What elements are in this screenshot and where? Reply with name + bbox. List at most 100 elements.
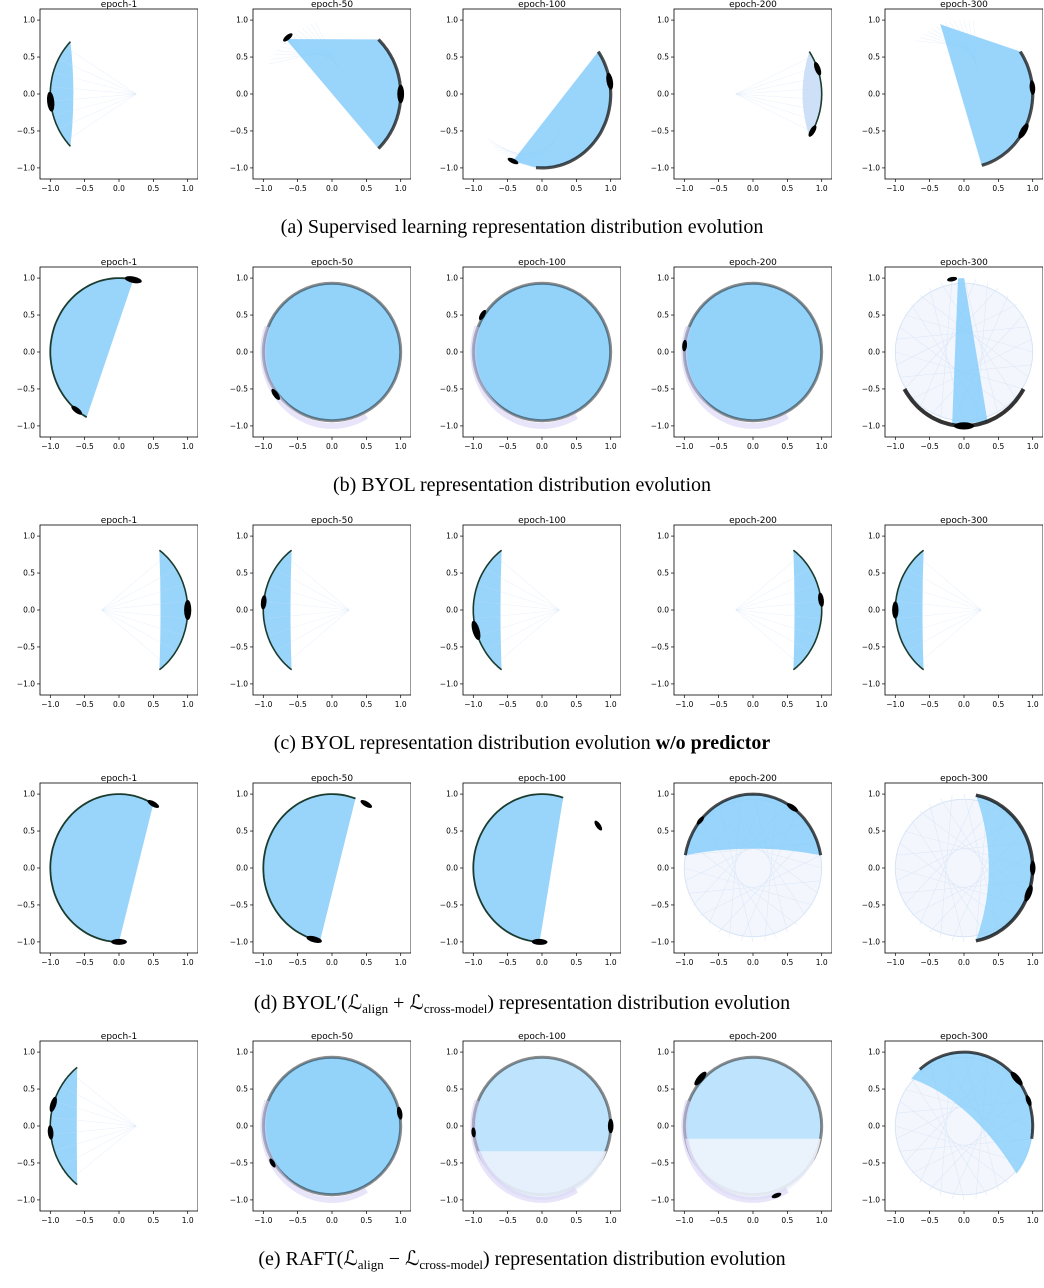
x-tick-label: 0.5 xyxy=(360,442,372,451)
caption-t2: ℒ xyxy=(409,992,424,1014)
panel-svg: epoch-200 −1.0 −1.0 −0.5 −0.5 0.0 0.0 0.5 0.5 1.0… xyxy=(651,774,832,967)
y-tick-label: 0.0 xyxy=(446,348,458,357)
y-tick-label: −0.5 xyxy=(862,384,880,393)
fan-line xyxy=(904,803,999,906)
point-cluster xyxy=(47,1125,54,1140)
panel-title: epoch-300 xyxy=(940,0,988,10)
scatter-panel: epoch-100 −1.0 −1.0 −0.5 −0.5 0.0 0.0 0.5 0.5 1.0… xyxy=(423,0,623,210)
y-tick-label: 0.0 xyxy=(23,606,35,615)
y-tick-label: 0.5 xyxy=(446,569,458,578)
panel-title: epoch-50 xyxy=(311,0,353,10)
caption-tail: ) representation distribution evolution xyxy=(482,1248,786,1270)
x-tick-label: 0.0 xyxy=(536,1216,548,1225)
y-tick-label: −1.0 xyxy=(651,1195,669,1204)
panel-title: epoch-1 xyxy=(101,0,137,10)
x-tick-label: −0.5 xyxy=(499,184,517,193)
point-cluster xyxy=(771,1192,782,1199)
point-cluster xyxy=(954,422,974,430)
fan-line xyxy=(899,584,982,611)
point-cluster xyxy=(694,1071,707,1086)
caption-t2: ℒ xyxy=(405,1248,420,1270)
y-tick-label: −1.0 xyxy=(440,1195,458,1204)
point-cluster xyxy=(786,803,798,812)
x-tick-label: 0.0 xyxy=(958,700,970,709)
distribution-fill xyxy=(895,550,924,670)
y-tick-label: 0.0 xyxy=(23,90,35,99)
plot-area xyxy=(894,1050,1035,1200)
x-tick-label: 0.5 xyxy=(360,1216,372,1225)
x-tick-label: −1.0 xyxy=(254,1216,272,1225)
panel-title: epoch-100 xyxy=(518,1032,566,1042)
panel-svg: epoch-300 −1.0 −1.0 −0.5 −0.5 0.0 0.0 0.5 0.5 1.0… xyxy=(862,516,1043,709)
y-tick-label: −0.5 xyxy=(17,126,35,135)
x-tick-label: 1.0 xyxy=(182,700,194,709)
plot-area xyxy=(269,22,405,150)
fan-line xyxy=(904,287,999,390)
caption-head: (d) BYOL′( xyxy=(253,992,348,1014)
caption-tail: ) representation distribution evolution xyxy=(487,992,791,1014)
fan-line xyxy=(919,295,1029,378)
y-tick-label: −0.5 xyxy=(651,384,669,393)
point-cluster xyxy=(184,600,192,620)
scatter-panel: epoch-1 −1.0 −1.0 −0.5 −0.5 0.0 0.0 0.5 0.5 1.0 1.… xyxy=(0,1032,200,1242)
x-tick-label: 0.5 xyxy=(781,958,793,967)
y-tick-label: 0.0 xyxy=(236,864,248,873)
y-tick-label: −1.0 xyxy=(440,421,458,430)
point-cluster xyxy=(271,388,280,400)
x-tick-label: 0.5 xyxy=(992,958,1004,967)
shade-band xyxy=(681,1099,789,1203)
x-tick-label: 0.5 xyxy=(570,442,582,451)
panel-title: epoch-200 xyxy=(729,258,777,268)
scatter-panel: epoch-1 −1.0 −1.0 −0.5 −0.5 0.0 0.0 0.5 0.5 1.0 1.… xyxy=(0,774,200,984)
fan-line xyxy=(58,93,137,130)
caption-t1: ℒ xyxy=(347,992,363,1014)
fan-line xyxy=(735,76,820,95)
x-tick-label: 0.5 xyxy=(360,700,372,709)
y-tick-label: 0.5 xyxy=(446,311,458,320)
y-tick-label: −1.0 xyxy=(17,937,35,946)
y-tick-label: 0.5 xyxy=(23,53,35,62)
x-tick-label: −0.5 xyxy=(921,442,939,451)
x-tick-label: −1.0 xyxy=(464,442,482,451)
y-tick-label: 1.0 xyxy=(868,274,880,283)
x-tick-label: 0.5 xyxy=(147,700,159,709)
y-tick-label: 0.0 xyxy=(236,1122,248,1131)
fan-line xyxy=(906,568,982,611)
panel-svg: epoch-200 −1.0 −1.0 −0.5 −0.5 0.0 0.0 0.5 0.5 1.0… xyxy=(651,516,832,709)
y-tick-label: 0.5 xyxy=(23,1085,35,1094)
x-tick-label: −0.5 xyxy=(499,1216,517,1225)
x-tick-label: 1.0 xyxy=(605,1216,617,1225)
x-tick-label: −0.5 xyxy=(499,958,517,967)
scatter-panel: epoch-300 −1.0 −1.0 −0.5 −0.5 0.0 0.0 0.5 0.5 1.0… xyxy=(845,258,1044,468)
x-tick-label: −1.0 xyxy=(464,700,482,709)
y-tick-label: −1.0 xyxy=(17,1195,35,1204)
point-cluster xyxy=(1010,1071,1023,1086)
y-tick-label: 0.0 xyxy=(236,90,248,99)
x-tick-label: −1.0 xyxy=(41,958,59,967)
y-tick-label: −1.0 xyxy=(17,163,35,172)
fan-line xyxy=(473,601,560,611)
plot-area xyxy=(260,1055,403,1203)
panel-svg: epoch-300 −1.0 −1.0 −0.5 −0.5 0.0 0.0 0.5 0.5 1.0… xyxy=(862,258,1043,451)
y-tick-label: 0.0 xyxy=(657,348,669,357)
fan-line xyxy=(477,609,560,636)
x-tick-label: 0.0 xyxy=(113,700,125,709)
row-caption: (c) BYOL representation distribution evo… xyxy=(0,732,1044,755)
y-tick-label: 1.0 xyxy=(446,532,458,541)
fan-line xyxy=(735,93,817,122)
x-tick-label: −0.5 xyxy=(76,442,94,451)
x-tick-label: 1.0 xyxy=(605,958,617,967)
fan-line xyxy=(101,601,188,611)
distribution-fill xyxy=(263,550,292,670)
x-tick-label: 1.0 xyxy=(816,700,828,709)
y-tick-label: 1.0 xyxy=(236,16,248,25)
x-tick-label: 0.0 xyxy=(113,184,125,193)
scatter-panel: epoch-1 −1.0 −1.0 −0.5 −0.5 0.0 0.0 0.5 0.5 1.0 1.… xyxy=(0,0,200,210)
fan-line xyxy=(285,555,350,611)
point-cluster xyxy=(1024,885,1033,902)
y-tick-label: −0.5 xyxy=(862,126,880,135)
point-cluster xyxy=(1025,1095,1032,1107)
point-cluster xyxy=(606,72,614,90)
x-tick-label: −1.0 xyxy=(464,1216,482,1225)
x-tick-label: −1.0 xyxy=(886,442,904,451)
